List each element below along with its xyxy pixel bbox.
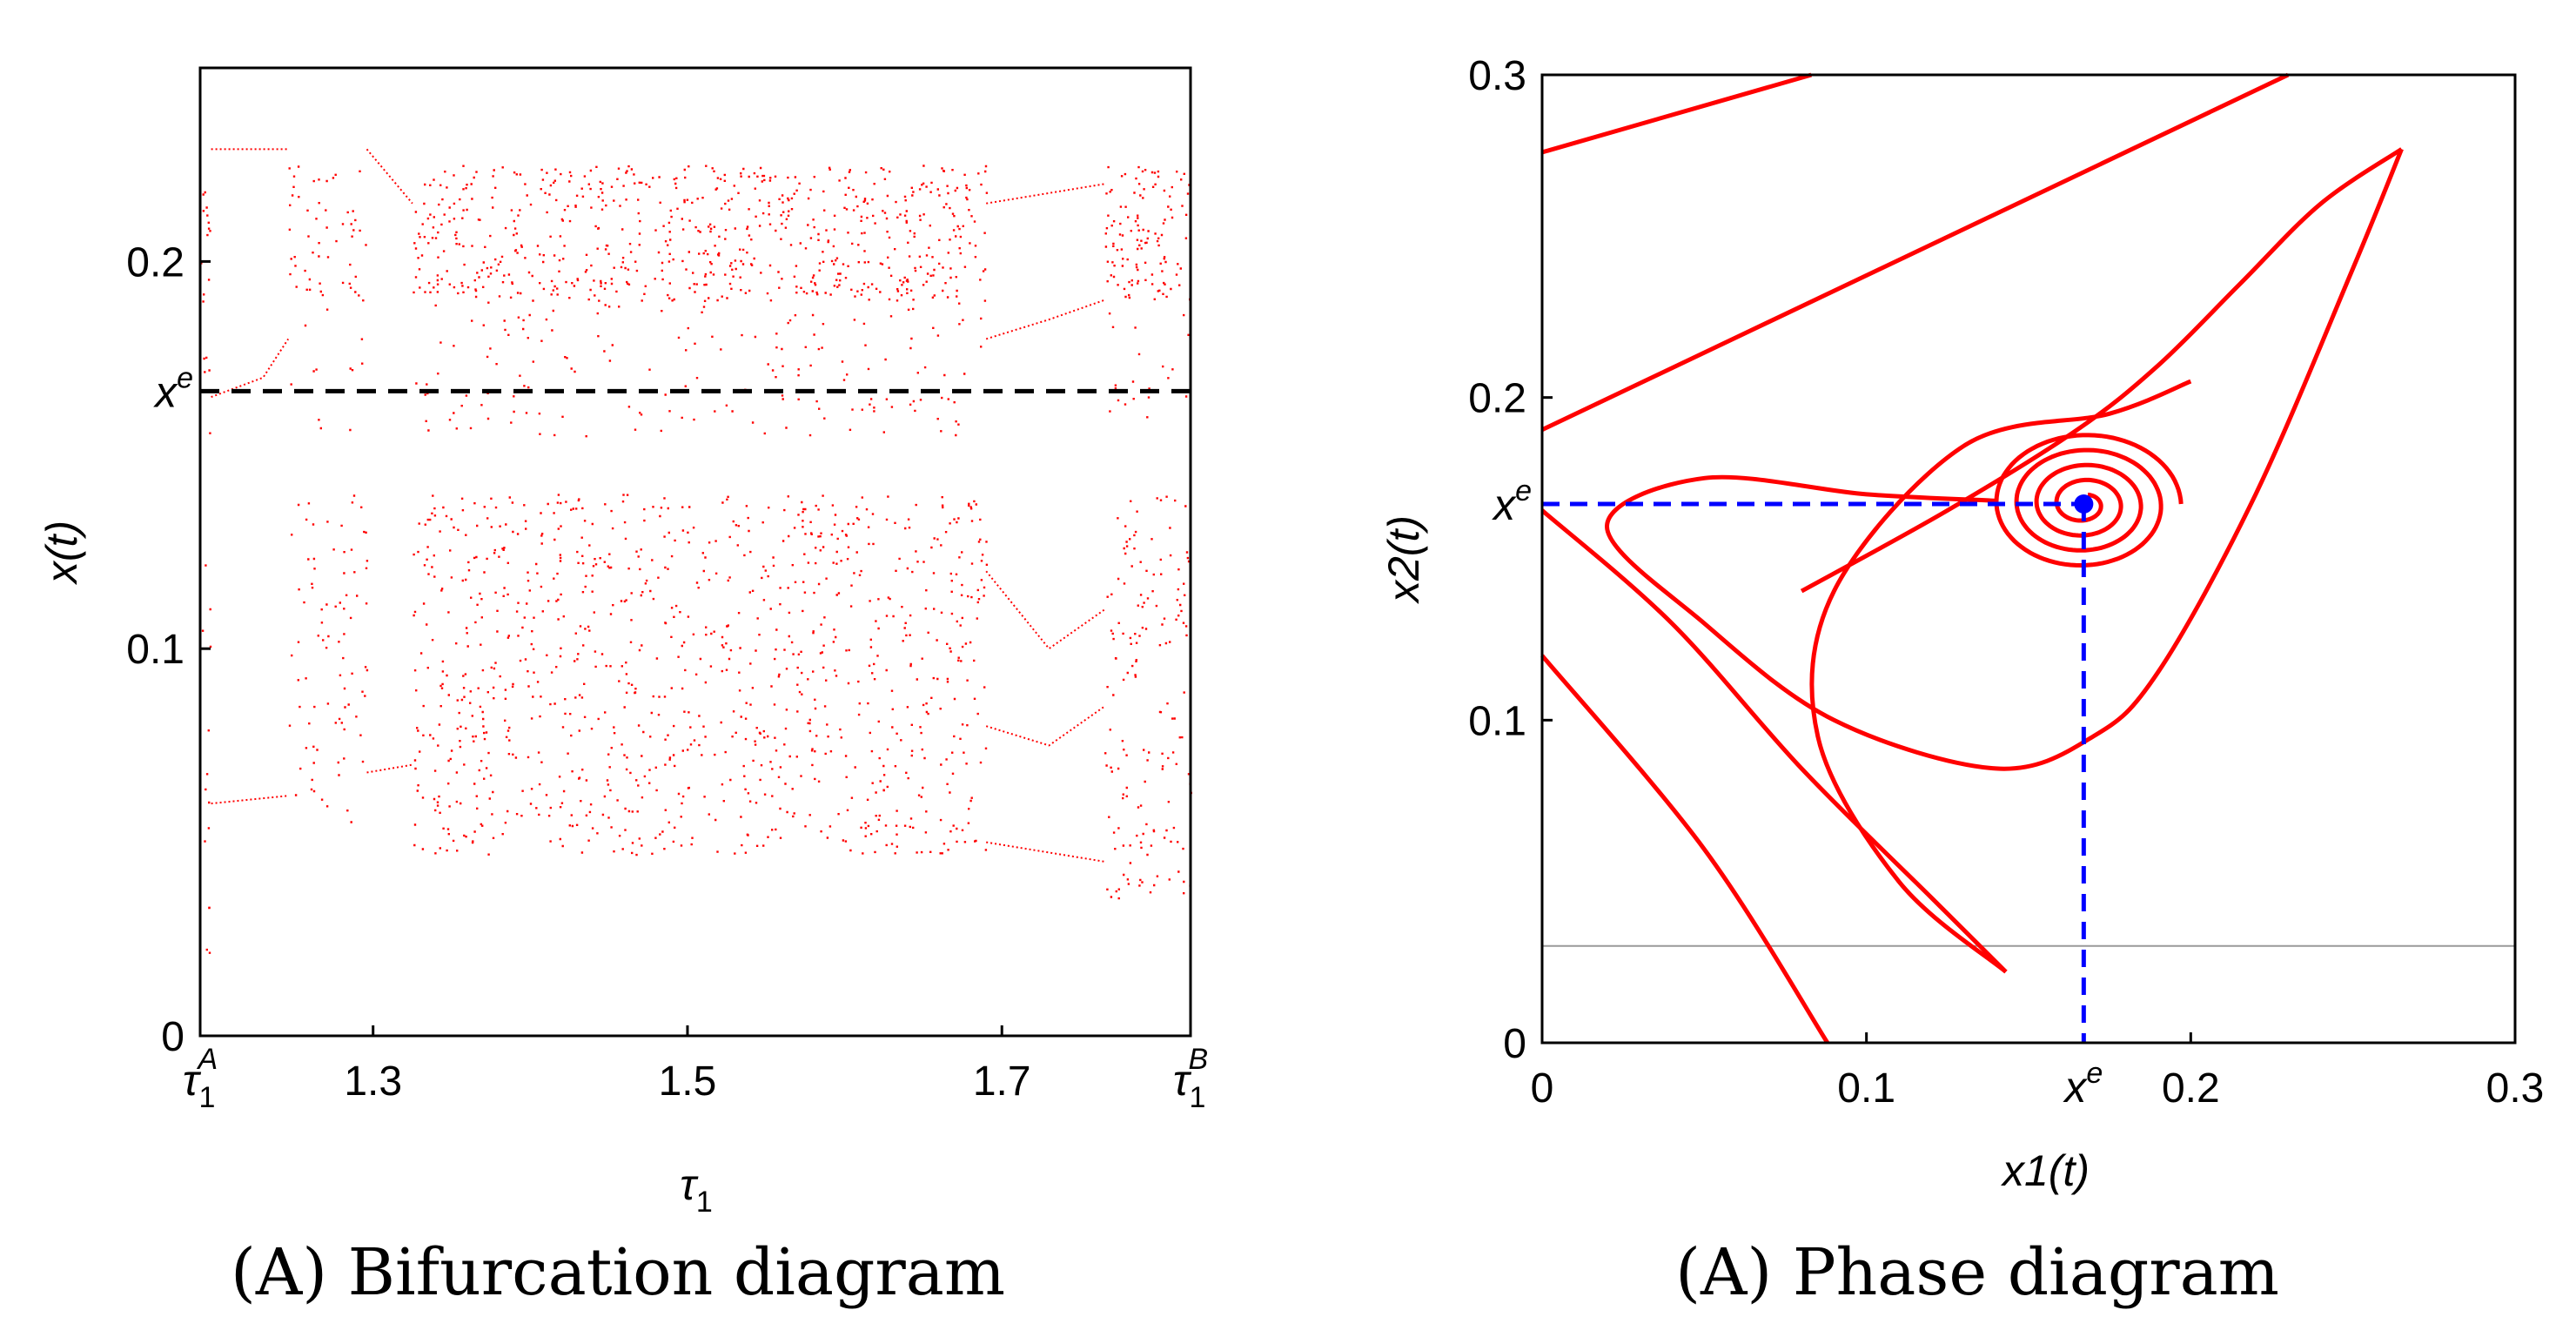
bifurcation-x-axis-label: τ1 <box>680 1160 713 1219</box>
bifurcation-caption: (A) Bifurcation diagram <box>231 1235 1005 1310</box>
x-tick-label: τ1A <box>183 1043 218 1114</box>
phase-trajectory-branch <box>1605 148 2404 771</box>
bifurcation-branch <box>986 183 1104 205</box>
bifurcation-point-cloud-0 <box>200 191 212 954</box>
bifurcation-branches <box>211 148 1105 863</box>
bifurcation-plot-frame <box>198 66 1192 1038</box>
bifurcation-branch <box>211 338 290 399</box>
x-tick-label: 1.5 <box>659 1058 717 1105</box>
bifurcation-point-cloud-3 <box>1104 165 1192 900</box>
bifurcation-branch <box>211 795 289 805</box>
y-tick-label: 0.2 <box>126 239 184 286</box>
equilibrium-y-label: xe <box>1492 474 1532 529</box>
y-tick-label: 0 <box>1503 1021 1526 1067</box>
bifurcation-point-cloud-1 <box>288 165 369 823</box>
y-tick-label: 0 <box>161 1014 184 1060</box>
x-tick-label: 0.2 <box>2162 1065 2220 1112</box>
y-tick-label: 0.2 <box>1468 376 1526 422</box>
x-tick-label: 0.1 <box>1837 1065 1895 1112</box>
equilibrium-x-label: xe <box>2063 1057 2103 1112</box>
phase-trajectory-branch <box>1800 147 2403 594</box>
x-tick-label: 0 <box>1531 1065 1554 1112</box>
phase-y-ticks: 0 0.1 0.2 0.3 <box>1468 53 1553 1067</box>
phase-trajectory-segment <box>1541 72 1813 155</box>
phase-trajectory-branch <box>1540 654 1830 1045</box>
bifurcation-panel: 0 0.1 0.2 τ1A 1.3 1.5 1.7 τ1B xe τ1 x(t) (A) B… <box>37 66 1208 1310</box>
phase-trajectory-branch <box>1540 508 2008 974</box>
phase-panel: 00.10.20.3 0 0.1 0.2 0.3 xe xe x1(t) x2(t) … <box>1379 53 2544 1310</box>
bifurcation-branch <box>366 763 413 774</box>
bifurcation-branch <box>986 841 1104 863</box>
x-tick-label: 1.3 <box>344 1058 402 1105</box>
bifurcation-y-ticks: 0 0.1 0.2 <box>126 239 211 1060</box>
y-tick-label: 0.1 <box>126 627 184 673</box>
x-tick-label: 0.3 <box>2486 1065 2545 1112</box>
equilibrium-point <box>2074 494 2094 514</box>
bifurcation-branch <box>985 570 1105 650</box>
bifurcation-points <box>200 165 1192 954</box>
phase-x-ticks: 0 0.1 0.2 0.3 <box>1531 1032 2545 1112</box>
x-tick-label: 1.7 <box>973 1058 1031 1105</box>
phase-trajectory-branch <box>1809 379 2192 974</box>
y-tick-label: 0.3 <box>1468 53 1526 99</box>
bifurcation-branch <box>985 299 1105 340</box>
phase-caption: (A) Phase diagram <box>1675 1235 2279 1310</box>
phase-y-axis-label: x2(t) <box>1379 515 1428 604</box>
bifurcation-branch <box>366 148 413 205</box>
bifurcation-x-ticks: τ1A 1.3 1.5 1.7 τ1B <box>183 1025 1208 1114</box>
equilibrium-label: xe <box>153 361 193 416</box>
phase-trajectories <box>1540 72 2404 1045</box>
phase-plot-frame <box>1540 73 2517 1045</box>
phase-trajectory-segment <box>1540 72 2290 432</box>
x-tick-label: τ1B <box>1173 1043 1208 1114</box>
bifurcation-y-axis-label: x(t) <box>37 521 86 585</box>
bifurcation-point-cloud-2 <box>413 165 989 857</box>
y-tick-label: 0.1 <box>1468 698 1526 744</box>
phase-x-axis-label: x1(t) <box>2001 1146 2090 1195</box>
bifurcation-branch <box>985 706 1105 747</box>
